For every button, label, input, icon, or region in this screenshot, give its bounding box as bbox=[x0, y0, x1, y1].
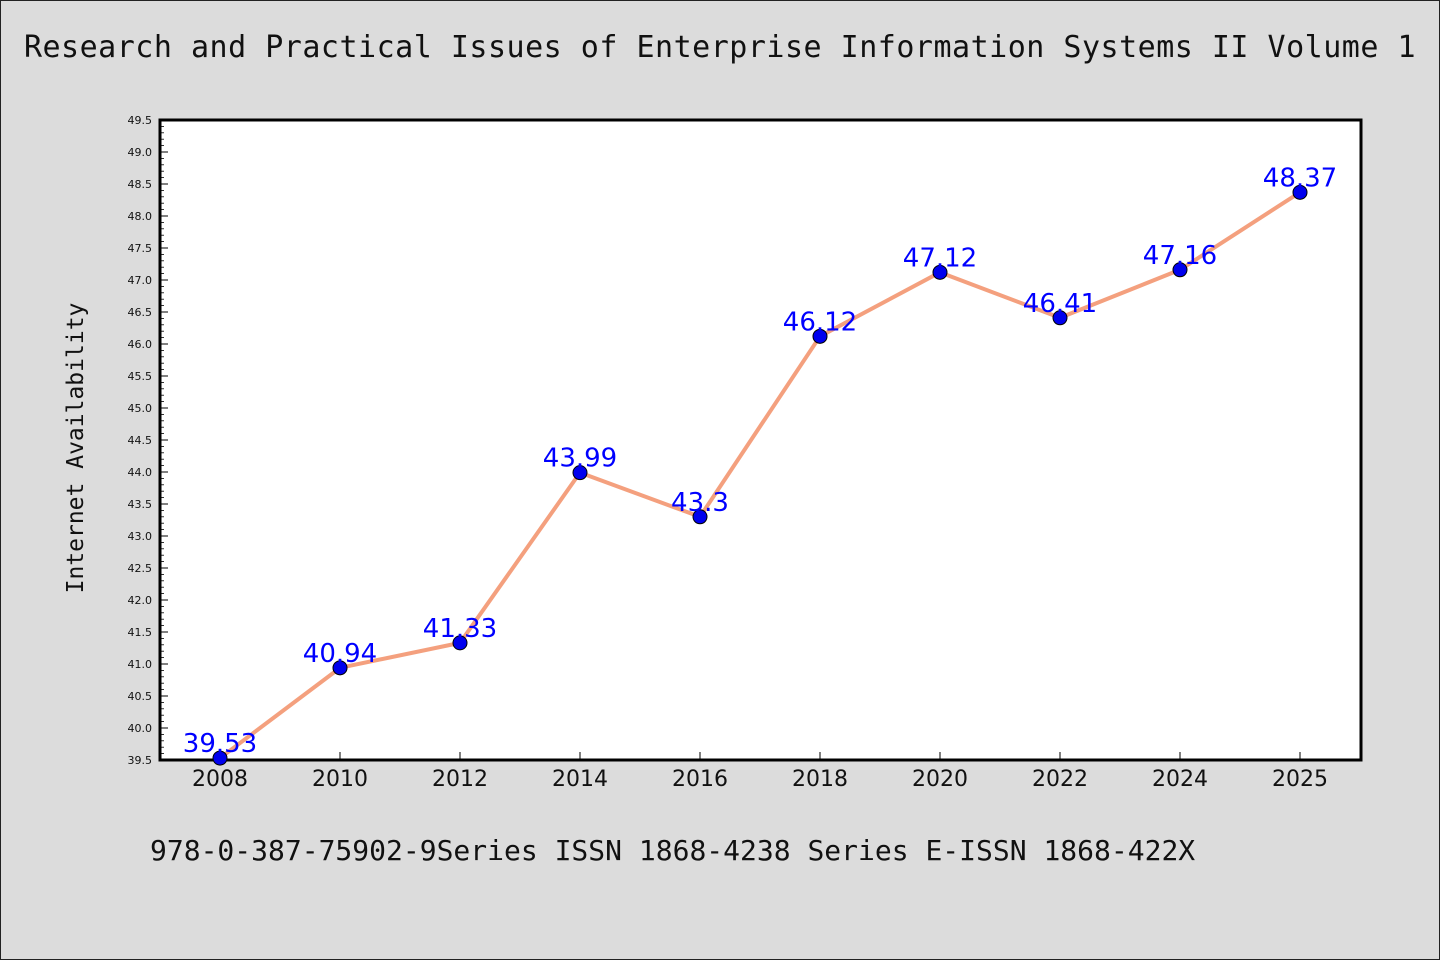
y-tick-label: 48.5 bbox=[128, 178, 153, 191]
data-label: 40.94 bbox=[303, 639, 377, 669]
data-point bbox=[332, 660, 348, 676]
data-label: 41.33 bbox=[423, 614, 497, 644]
x-tick-label: 2024 bbox=[1152, 767, 1208, 792]
y-tick-label: 49.5 bbox=[128, 114, 153, 127]
x-tick-label: 2018 bbox=[792, 767, 848, 792]
plot-area bbox=[158, 118, 1363, 762]
data-label: 43.3 bbox=[671, 488, 729, 518]
x-tick-label: 2016 bbox=[672, 767, 728, 792]
data-label: 47.12 bbox=[903, 243, 977, 273]
y-tick-label: 41.5 bbox=[128, 626, 153, 639]
footer-isbn-text: 978-0-387-75902-9Series ISSN 1868-4238 S… bbox=[150, 834, 1196, 867]
y-tick-label: 41.0 bbox=[128, 658, 153, 671]
x-tick-label: 2010 bbox=[312, 767, 368, 792]
x-tick-label: 2008 bbox=[192, 767, 248, 792]
y-tick-label: 47.0 bbox=[128, 274, 153, 287]
y-tick-label: 40.0 bbox=[128, 722, 153, 735]
chart-title: Research and Practical Issues of Enterpr… bbox=[23, 30, 1417, 65]
y-tick-label: 49.0 bbox=[128, 146, 153, 159]
data-point bbox=[812, 328, 828, 344]
y-tick-label: 46.0 bbox=[128, 338, 153, 351]
data-point bbox=[452, 635, 468, 651]
y-tick-label: 45.0 bbox=[128, 402, 153, 415]
y-tick-label: 48.0 bbox=[128, 210, 153, 223]
data-label: 43.99 bbox=[543, 444, 617, 474]
y-tick-label: 45.5 bbox=[128, 370, 153, 383]
data-point bbox=[692, 509, 708, 525]
data-point bbox=[1292, 184, 1308, 200]
x-tick-label: 2025 bbox=[1272, 767, 1328, 792]
data-point bbox=[1172, 262, 1188, 278]
data-label: 46.12 bbox=[783, 307, 857, 337]
x-tick-label: 2012 bbox=[432, 767, 488, 792]
y-tick-label: 43.5 bbox=[128, 498, 153, 511]
data-point bbox=[212, 750, 228, 766]
x-tick-label: 2014 bbox=[552, 767, 608, 792]
y-tick-label: 43.0 bbox=[128, 530, 153, 543]
y-tick-label: 39.5 bbox=[128, 754, 153, 767]
data-label: 48.37 bbox=[1263, 163, 1337, 193]
y-tick-label: 40.5 bbox=[128, 690, 153, 703]
data-label: 46.41 bbox=[1023, 289, 1097, 319]
x-tick-label: 2022 bbox=[1032, 767, 1088, 792]
data-point bbox=[1052, 310, 1068, 326]
data-point bbox=[932, 264, 948, 280]
y-tick-label: 46.5 bbox=[128, 306, 153, 319]
y-tick-label: 44.5 bbox=[128, 434, 153, 447]
y-tick-label: 42.5 bbox=[128, 562, 153, 575]
y-tick-label: 44.0 bbox=[128, 466, 153, 479]
x-tick-label: 2020 bbox=[912, 767, 968, 792]
data-label: 39.53 bbox=[183, 729, 257, 759]
data-label: 47.16 bbox=[1143, 241, 1217, 271]
series-line bbox=[218, 190, 1302, 761]
data-point bbox=[572, 465, 588, 481]
y-tick-label: 42.0 bbox=[128, 594, 153, 607]
y-tick-label: 47.5 bbox=[128, 242, 153, 255]
